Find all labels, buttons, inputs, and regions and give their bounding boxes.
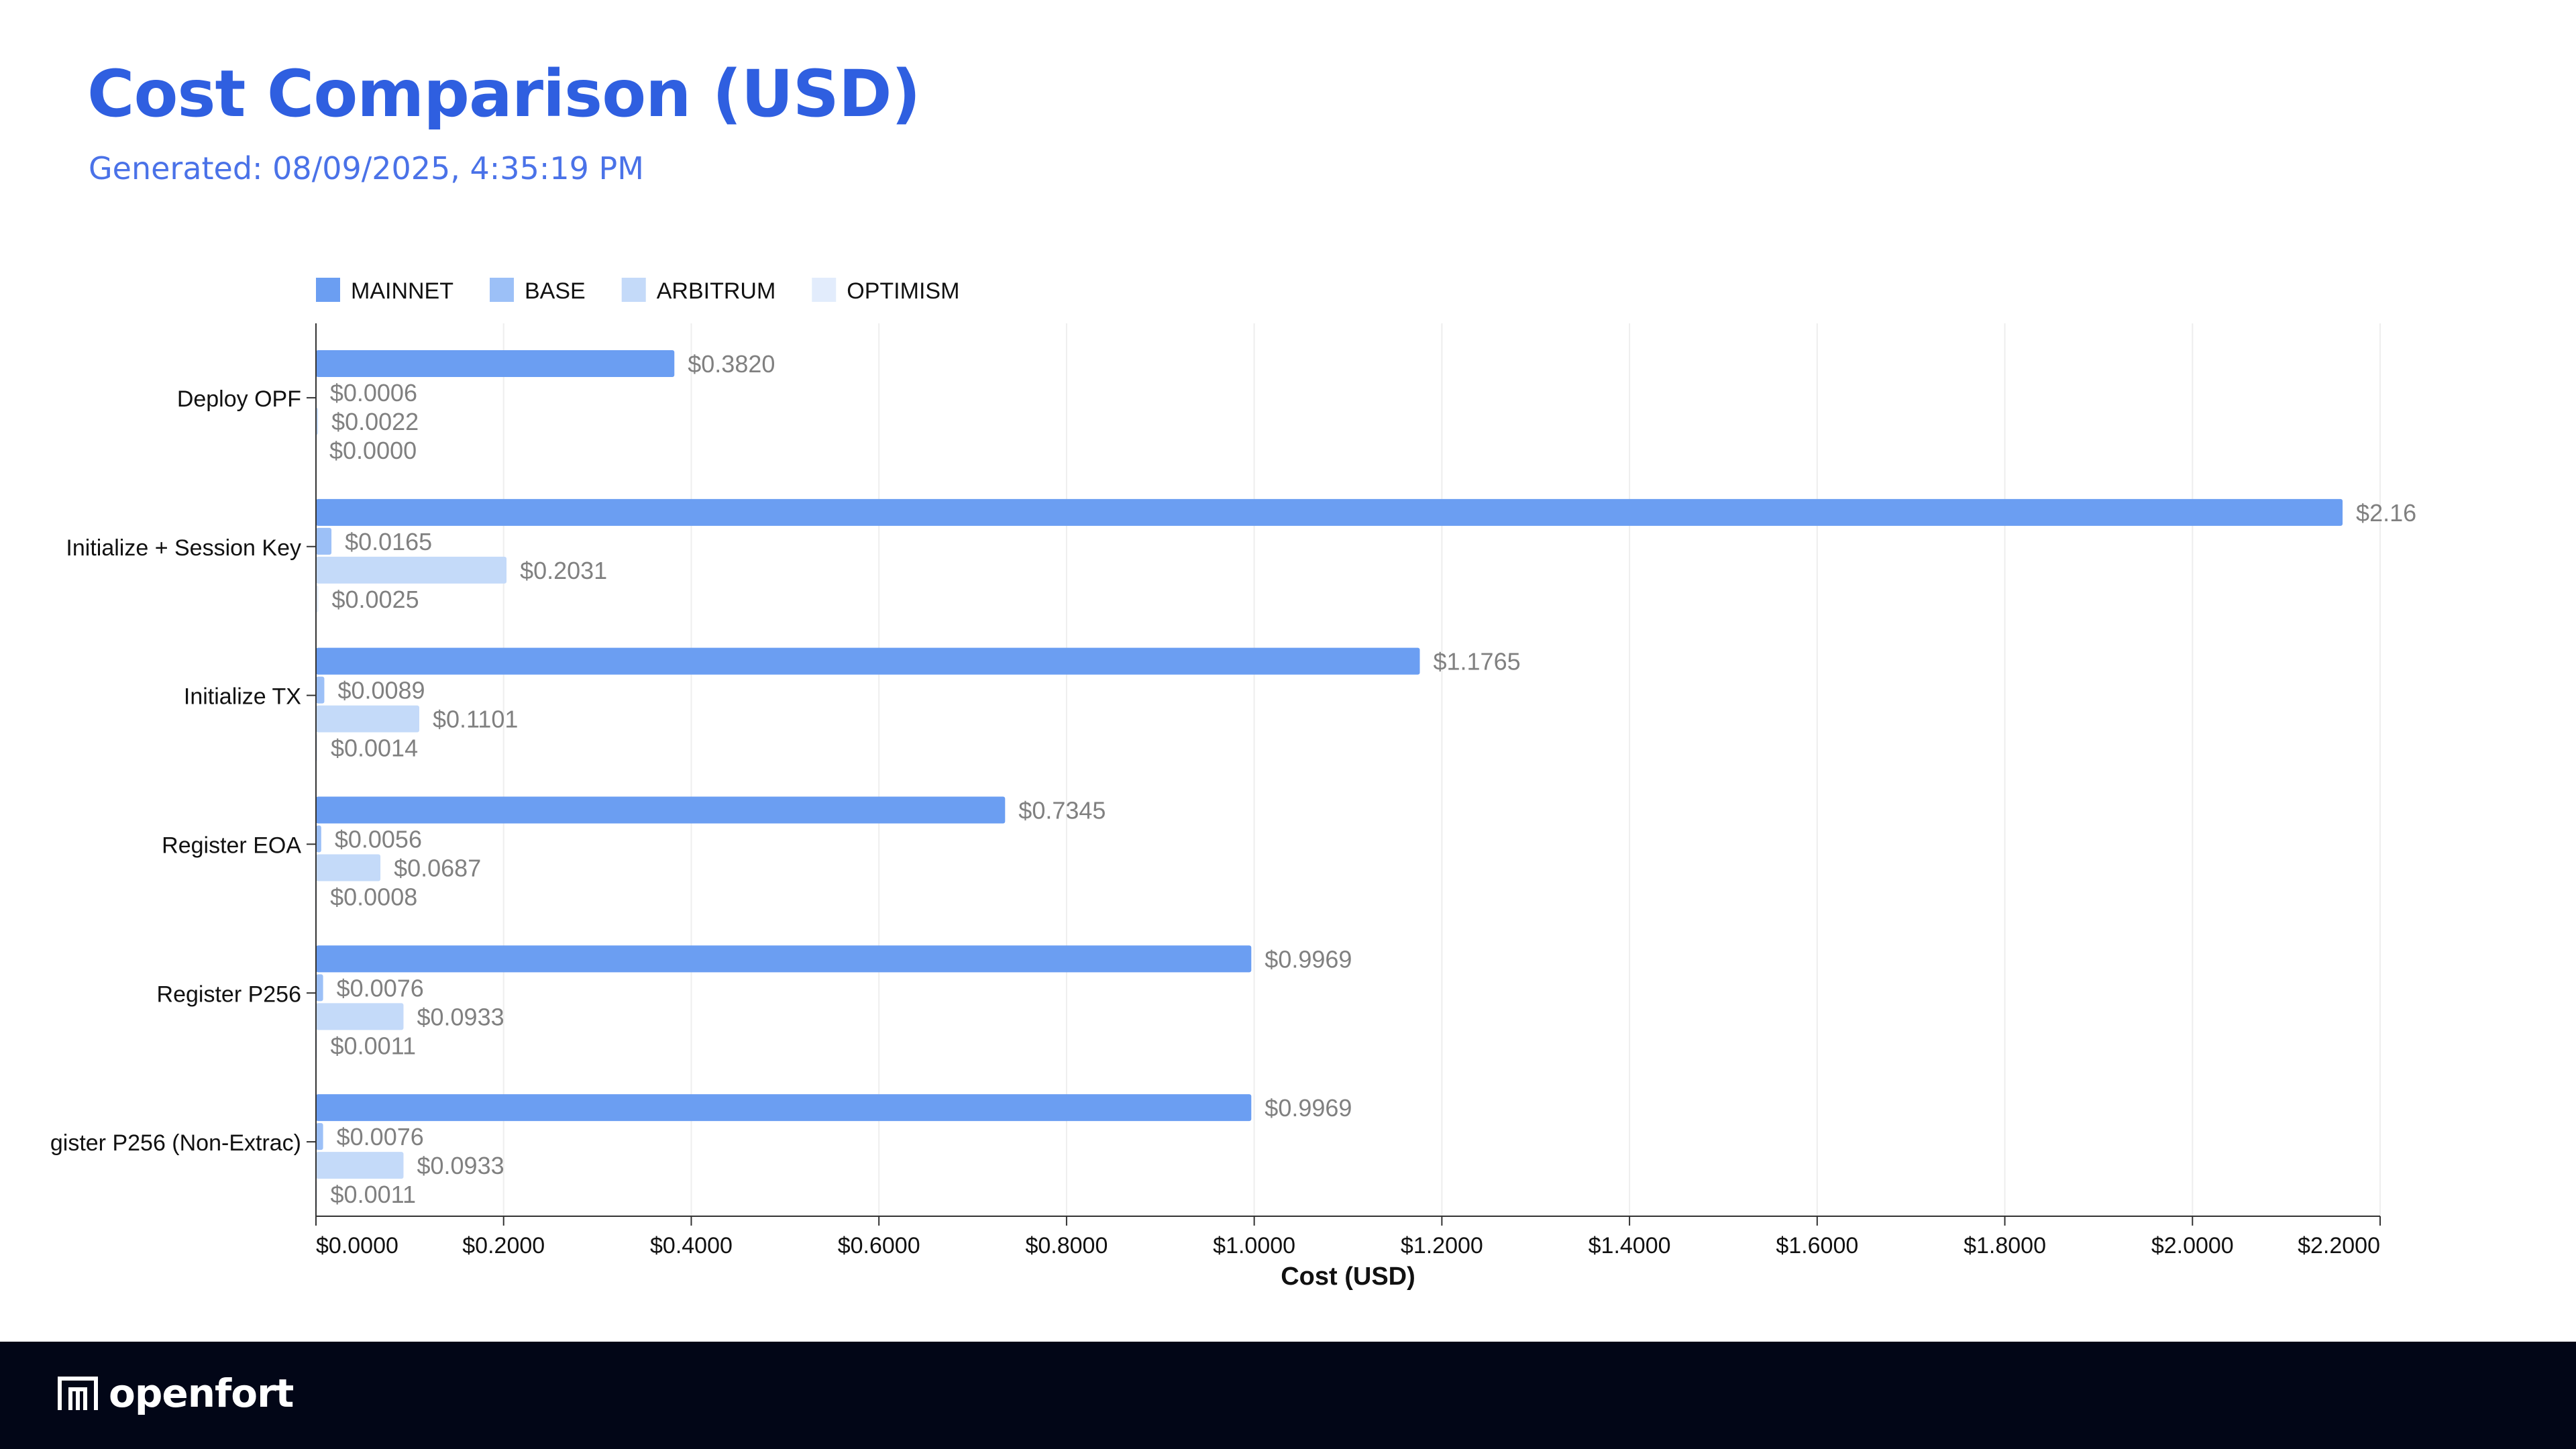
value-label-arbitrum-5: $0.0933 (417, 1152, 504, 1179)
bar-base-2 (316, 676, 325, 704)
y-tick-label: gister P256 (Non-Extrac) (50, 1130, 301, 1156)
generated-timestamp: Generated: 08/09/2025, 4:35:19 PM (89, 150, 644, 186)
value-label-mainnet-4: $0.9969 (1265, 945, 1352, 973)
x-tick-label: $1.0000 (1213, 1233, 1295, 1258)
value-label-base-1: $0.0165 (345, 528, 432, 555)
bar-arbitrum-2 (316, 705, 419, 733)
x-tick-label: $1.8000 (1964, 1233, 2046, 1258)
value-label-base-0: $0.0006 (330, 379, 417, 407)
value-label-mainnet-5: $0.9969 (1265, 1094, 1352, 1122)
x-tick-label: $0.0000 (316, 1233, 398, 1258)
bar-arbitrum-3 (316, 854, 381, 881)
x-tick-label: $1.4000 (1589, 1233, 1671, 1258)
value-label-base-2: $0.0089 (337, 677, 425, 704)
bar-base-3 (316, 825, 321, 853)
x-tick-label: $1.6000 (1776, 1233, 1858, 1258)
value-label-mainnet-3: $0.7345 (1018, 797, 1106, 824)
value-label-optimism-0: $0.0000 (329, 437, 417, 464)
bar-base-5 (316, 1123, 323, 1150)
bar-mainnet-4 (316, 945, 1252, 973)
x-tick-label: $0.6000 (838, 1233, 920, 1258)
value-label-base-3: $0.0056 (335, 826, 422, 853)
value-label-arbitrum-4: $0.0933 (417, 1003, 504, 1030)
bar-base-4 (316, 974, 323, 1002)
x-tick-label: $1.2000 (1401, 1233, 1483, 1258)
legend-label-base: BASE (525, 278, 586, 304)
x-tick-label: $2.2000 (2298, 1233, 2380, 1258)
bar-arbitrum-1 (316, 556, 507, 584)
value-label-optimism-1: $0.0025 (331, 586, 419, 613)
footer-bar: openfort (0, 1342, 2576, 1449)
legend-swatch-mainnet (316, 278, 340, 302)
bar-mainnet-2 (316, 647, 1420, 675)
bar-mainnet-1 (316, 498, 2343, 526)
bar-mainnet-3 (316, 796, 1006, 824)
cost-comparison-chart: $0.3820$0.0006$0.0022$0.0000$2.16$0.0165… (50, 278, 2416, 1291)
legend-swatch-optimism (812, 278, 837, 302)
value-label-optimism-3: $0.0008 (330, 883, 417, 911)
value-label-optimism-2: $0.0014 (331, 735, 418, 762)
x-tick-label: $0.8000 (1025, 1233, 1108, 1258)
bar-mainnet-5 (316, 1094, 1252, 1122)
value-label-mainnet-2: $1.1765 (1433, 648, 1520, 676)
y-tick-label: Initialize + Session Key (66, 535, 301, 561)
x-tick-label: $0.4000 (650, 1233, 733, 1258)
legend-swatch-base (490, 278, 514, 302)
value-label-optimism-4: $0.0011 (331, 1032, 416, 1059)
value-label-base-4: $0.0076 (337, 974, 424, 1002)
x-axis-title: Cost (USD) (1281, 1263, 1415, 1291)
value-label-arbitrum-1: $0.2031 (520, 557, 607, 584)
value-label-arbitrum-2: $0.1101 (433, 706, 518, 733)
openfort-logo-icon (58, 1377, 98, 1410)
value-label-arbitrum-0: $0.0022 (331, 408, 419, 435)
legend-label-arbitrum: ARBITRUM (657, 278, 776, 304)
x-tick-label: $0.2000 (462, 1233, 545, 1258)
value-label-mainnet-1: $2.16 (2356, 499, 2416, 527)
x-tick-label: $2.0000 (2151, 1233, 2234, 1258)
bar-arbitrum-4 (316, 1003, 404, 1030)
value-label-mainnet-0: $0.3820 (688, 350, 775, 378)
bar-arbitrum-5 (316, 1152, 404, 1179)
legend-label-optimism: OPTIMISM (847, 278, 959, 304)
y-tick-label: Initialize TX (184, 684, 301, 710)
y-tick-label: Register P256 (157, 981, 301, 1007)
openfort-logo-text: openfort (109, 1371, 294, 1416)
y-tick-label: Deploy OPF (177, 386, 301, 412)
value-label-optimism-5: $0.0011 (331, 1181, 416, 1208)
bar-base-1 (316, 527, 332, 555)
openfort-logo: openfort (56, 1371, 294, 1416)
legend-swatch-arbitrum (621, 278, 646, 302)
legend-label-mainnet: MAINNET (351, 278, 453, 304)
value-label-base-5: $0.0076 (337, 1123, 424, 1150)
value-label-arbitrum-3: $0.0687 (394, 855, 481, 882)
bar-mainnet-0 (316, 350, 675, 377)
y-tick-label: Register EOA (162, 833, 301, 858)
chart-title: Cost Comparison (USD) (87, 56, 920, 131)
